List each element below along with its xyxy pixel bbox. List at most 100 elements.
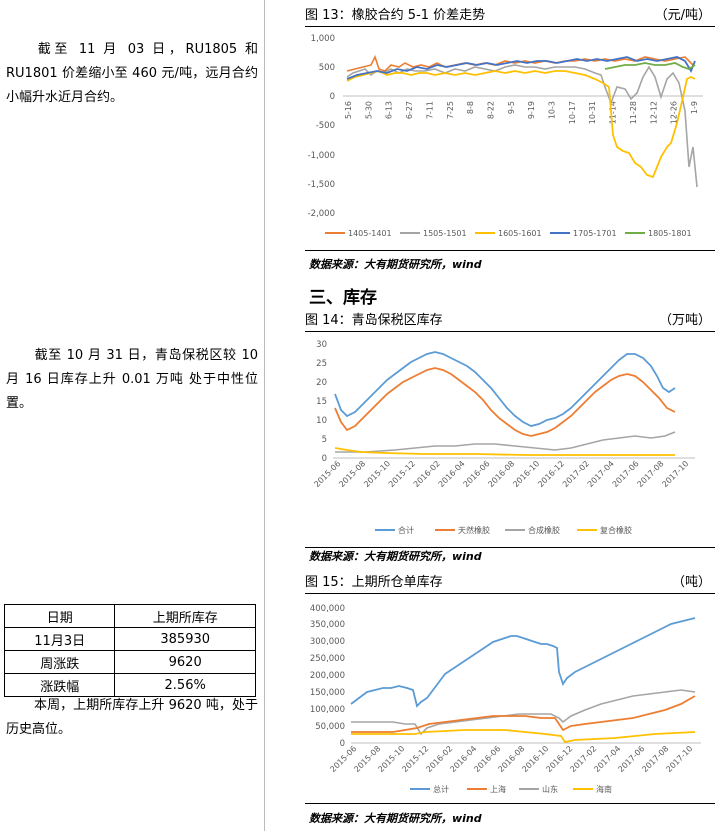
legend-label: 山东 xyxy=(542,784,558,794)
y-tick-label: 350,000 xyxy=(310,620,345,630)
series-line-1605-1601 xyxy=(346,70,696,179)
series-line-shanghai xyxy=(351,695,696,733)
y-tick-label: 1,000 xyxy=(311,34,335,44)
x-tick-label: 7-11 xyxy=(425,101,434,119)
y-tick-label: 500 xyxy=(319,63,335,73)
x-tick-label: 10-3 xyxy=(548,101,557,119)
legend-label: 合计 xyxy=(398,525,414,535)
legend-label: 1805-1801 xyxy=(648,229,692,238)
y-tick-label: -500 xyxy=(316,121,335,131)
legend-label: 天然橡胶 xyxy=(458,525,490,535)
y-tick-label: 0 xyxy=(340,739,345,749)
chart-bottom-rule xyxy=(305,250,715,251)
series-line-1405-1401 xyxy=(346,54,694,72)
series-line-natural xyxy=(334,367,676,437)
x-tick-label: 6-27 xyxy=(405,101,414,119)
x-tick-label: 6-13 xyxy=(385,101,394,119)
shfe-warrant-chart: 400,000 350,000 300,000 250,000 200,000 … xyxy=(310,604,701,794)
table-cell: 385930 xyxy=(114,627,256,651)
y-tick-label: 10 xyxy=(316,416,327,426)
x-tick-label: 12-26 xyxy=(670,101,679,124)
title-rule xyxy=(305,331,715,332)
source-note: 数据来源：大有期货研究所，wind xyxy=(309,550,482,563)
spread-chart: 1,000 500 0 -500 -1,000 -1,500 -2,000 5-… xyxy=(308,34,703,238)
figure-unit: （元/吨） xyxy=(654,8,711,23)
section-heading: 三、库存 xyxy=(309,288,377,308)
source-note: 数据来源：大有期货研究所，wind xyxy=(309,812,482,825)
x-axis-labels: 5-16 5-30 6-13 6-27 7-11 7-25 8-8 8-22 9-5 9-19 10… xyxy=(344,101,699,124)
y-tick-label: 0 xyxy=(330,92,335,102)
left-column: 截至 11 月 03 日，RU1805 和 RU1801 价差缩小至 460 元… xyxy=(0,0,262,831)
y-tick-label: 100,000 xyxy=(310,705,345,715)
table-cell: 11月3日 xyxy=(3,627,116,651)
y-tick-label: 20 xyxy=(316,378,327,388)
title-rule xyxy=(305,26,715,27)
x-tick-label: 9-19 xyxy=(527,101,536,119)
chart-legend: 合计 天然橡胶 合成橡胶 复合橡胶 xyxy=(375,525,632,535)
figure-title: 图 15：上期所仓单库存 （吨） xyxy=(305,575,711,590)
chart-legend: 1405-1401 1505-1501 1605-1601 1705-1701 … xyxy=(325,229,692,238)
paragraph-qingdao: 截至 10 月 31 日，青岛保税区较 10 月 16 日库存上升 0.01 万… xyxy=(6,348,258,411)
series-line-synthetic xyxy=(335,431,676,453)
y-axis-labels: 1,000 500 0 -500 -1,000 -1,500 -2,000 xyxy=(308,34,335,219)
y-tick-label: 400,000 xyxy=(310,604,345,614)
table-cell: 周涨跌 xyxy=(3,650,116,674)
paragraph-spread: 截至 11 月 03 日，RU1805 和 RU1801 价差缩小至 460 元… xyxy=(6,42,258,105)
legend-label: 复合橡胶 xyxy=(600,525,632,535)
x-tick-label: 2017-10 xyxy=(664,744,694,774)
legend-label: 合成橡胶 xyxy=(528,525,560,535)
y-tick-label: 50,000 xyxy=(315,722,345,732)
chart-bottom-rule xyxy=(305,547,715,548)
table-cell: 涨跌幅 xyxy=(3,673,116,697)
figure-title: 图 14：青岛保税区库存 （万吨） xyxy=(305,313,711,328)
series-line-shandong xyxy=(351,689,696,736)
x-tick-label: 8-22 xyxy=(486,101,495,119)
y-tick-label: -1,500 xyxy=(308,180,335,190)
table-row: 涨跌幅 2.56% xyxy=(3,673,256,697)
y-tick-label: -1,000 xyxy=(308,151,335,161)
series-line-1805-1801 xyxy=(604,62,696,70)
x-tick-label: 5-16 xyxy=(344,101,353,119)
series-line-total xyxy=(350,617,696,708)
paragraph-shfe: 本周，上期所库存上升 9620 吨，处于历史高位。 xyxy=(6,698,258,737)
title-rule xyxy=(305,593,715,594)
figure-unit: （万吨） xyxy=(658,313,711,328)
x-tick-label: 1-9 xyxy=(690,101,699,114)
x-tick-label: 5-30 xyxy=(364,101,373,119)
x-tick-label: 2017-10 xyxy=(660,459,690,489)
chart-bottom-rule xyxy=(305,803,715,804)
table-row: 周涨跌 9620 xyxy=(3,650,256,674)
series-line-compound xyxy=(334,447,675,456)
y-tick-label: -2,000 xyxy=(308,209,335,219)
legend-label: 1405-1401 xyxy=(348,229,392,238)
table-cell: 9620 xyxy=(114,650,256,674)
y-tick-label: 25 xyxy=(316,359,327,369)
x-tick-label: 8-8 xyxy=(466,101,475,114)
x-tick-label: 10-31 xyxy=(588,101,597,124)
legend-label: 1605-1601 xyxy=(498,229,542,238)
x-tick-label: 11-14 xyxy=(609,101,618,124)
legend-label: 上海 xyxy=(490,784,506,794)
figure-unit: （吨） xyxy=(671,575,711,590)
series-line-total xyxy=(334,351,676,427)
x-axis-labels: 2015-062015-082015-102015-122016-022016-… xyxy=(328,744,694,774)
x-tick-label: 12-12 xyxy=(649,101,658,124)
x-tick-label: 11-28 xyxy=(629,101,638,124)
y-tick-label: 150,000 xyxy=(310,688,345,698)
inventory-table: 日期 上期所库存 11月3日 385930 周涨跌 9620 涨跌幅 2.56% xyxy=(3,604,256,697)
table-header-cell: 上期所库存 xyxy=(114,604,256,628)
legend-label: 1505-1501 xyxy=(423,229,467,238)
legend-label: 总计 xyxy=(433,784,449,794)
chart-legend: 总计 上海 山东 海南 xyxy=(410,784,612,794)
y-tick-label: 5 xyxy=(322,435,327,445)
legend-label: 海南 xyxy=(596,784,612,794)
table-header-cell: 日期 xyxy=(3,604,116,628)
bonded-stock-chart: 30 25 20 15 10 5 0 2015-062015-082015-10… xyxy=(312,340,695,535)
legend-label: 1705-1701 xyxy=(573,229,617,238)
table-cell: 2.56% xyxy=(114,673,256,697)
y-tick-label: 0 xyxy=(322,454,327,464)
table-row: 11月3日 385930 xyxy=(3,627,256,651)
series-line-1505-1501 xyxy=(346,64,698,188)
x-tick-label: 9-5 xyxy=(507,101,516,114)
table-header-row: 日期 上期所库存 xyxy=(3,604,256,628)
